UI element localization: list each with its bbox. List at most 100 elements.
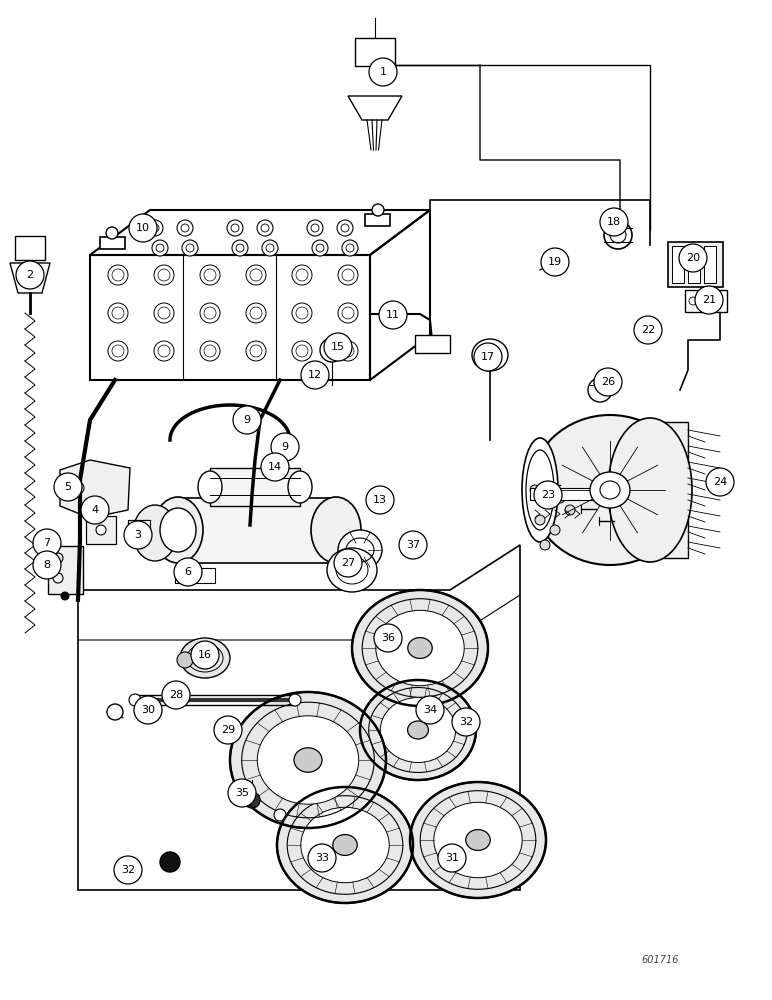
Ellipse shape [333,835,357,855]
Bar [86,516,116,544]
Text: 9: 9 [243,415,251,425]
Bar [175,568,215,583]
Text: 1: 1 [380,67,387,77]
Circle shape [227,220,243,236]
Text: 26: 26 [601,377,615,387]
Circle shape [152,240,168,256]
Text: 601716: 601716 [642,955,679,965]
Circle shape [416,696,444,724]
Ellipse shape [327,548,377,592]
Circle shape [129,214,157,242]
Circle shape [342,240,358,256]
Text: 20: 20 [686,253,700,263]
Circle shape [107,704,123,720]
Bar [415,335,450,353]
Circle shape [534,481,562,509]
Text: 12: 12 [308,370,322,380]
Circle shape [312,240,328,256]
Circle shape [96,525,106,535]
Text: 6: 6 [185,567,191,577]
Circle shape [399,531,427,559]
Circle shape [289,694,301,706]
Bar [688,246,700,283]
Text: 14: 14 [268,462,282,472]
Text: 16: 16 [198,650,212,660]
Circle shape [366,486,394,514]
Circle shape [177,652,193,668]
Bar [128,520,150,540]
Circle shape [307,220,323,236]
Circle shape [540,540,550,550]
Ellipse shape [434,802,522,878]
Ellipse shape [294,748,322,772]
Circle shape [374,624,402,652]
Ellipse shape [466,830,490,850]
Ellipse shape [288,471,312,503]
Circle shape [334,549,362,577]
Circle shape [301,361,329,389]
Text: 30: 30 [141,705,155,715]
Bar [210,468,300,506]
Circle shape [535,515,545,525]
Bar [178,498,336,563]
Text: 37: 37 [406,540,420,550]
Ellipse shape [381,698,455,762]
Text: 34: 34 [423,705,437,715]
Circle shape [147,220,163,236]
Ellipse shape [472,339,508,371]
Circle shape [228,779,256,807]
Circle shape [634,316,662,344]
Circle shape [162,681,190,709]
Bar [100,237,125,249]
Ellipse shape [133,505,177,561]
Ellipse shape [376,610,464,686]
Circle shape [106,227,118,239]
Text: 18: 18 [607,217,621,227]
Text: 10: 10 [136,223,150,233]
Text: 8: 8 [43,560,50,570]
Circle shape [594,368,622,396]
Text: 35: 35 [235,788,249,798]
Circle shape [369,58,397,86]
Circle shape [679,244,707,272]
Ellipse shape [408,638,432,658]
Text: 33: 33 [315,853,329,863]
Circle shape [600,208,628,236]
Text: 32: 32 [459,717,473,727]
Circle shape [706,468,734,496]
Text: 27: 27 [341,558,355,568]
Text: 31: 31 [445,853,459,863]
Circle shape [134,696,162,724]
Ellipse shape [410,782,546,898]
Circle shape [261,453,289,481]
Circle shape [174,558,202,586]
Circle shape [33,551,61,579]
Circle shape [274,809,286,821]
Ellipse shape [408,721,428,739]
Ellipse shape [590,472,630,508]
Ellipse shape [352,590,488,706]
Circle shape [33,529,61,557]
Circle shape [324,333,352,361]
Bar [672,246,684,283]
Bar [704,246,716,283]
Circle shape [214,716,242,744]
Ellipse shape [311,497,361,563]
Bar [15,236,45,260]
Ellipse shape [257,716,359,804]
Ellipse shape [180,638,230,678]
Circle shape [438,844,466,872]
Text: 36: 36 [381,633,395,643]
Ellipse shape [530,415,690,565]
Text: 5: 5 [65,482,72,492]
Circle shape [16,261,44,289]
Text: 13: 13 [373,495,387,505]
Circle shape [114,856,142,884]
Circle shape [541,248,569,276]
Circle shape [550,525,560,535]
Bar [548,258,566,268]
Circle shape [124,521,152,549]
Text: 4: 4 [91,505,99,515]
Text: 7: 7 [43,538,50,548]
Text: 24: 24 [713,477,727,487]
